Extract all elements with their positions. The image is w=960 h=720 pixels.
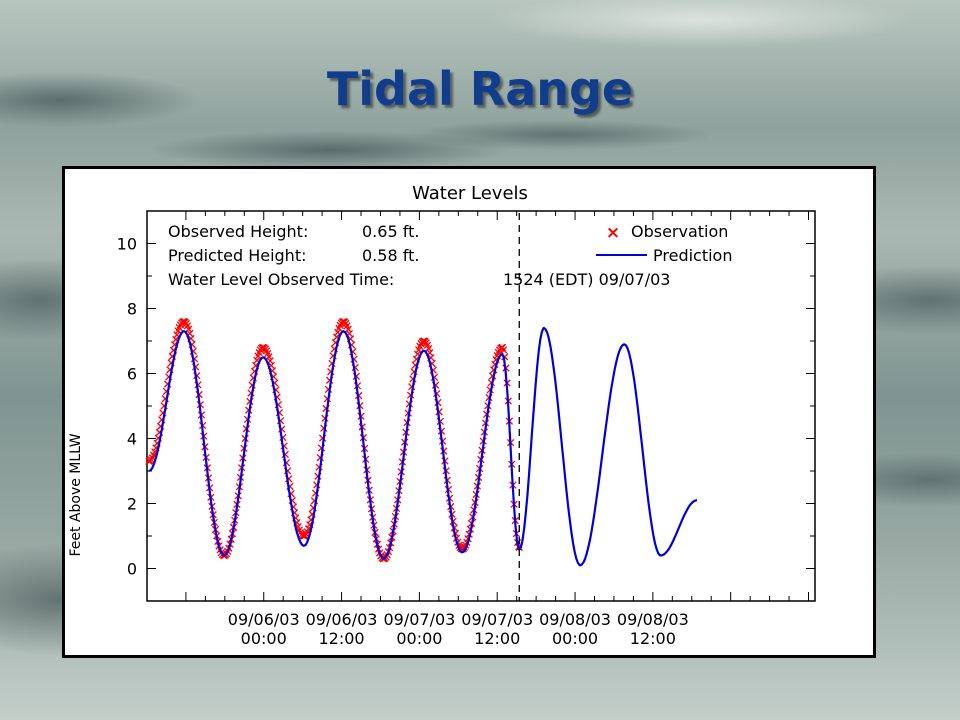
x-tick-label-date: 09/06/03 <box>228 610 300 629</box>
legend-observation-label: Observation <box>631 222 728 241</box>
info-observed-value: 0.65 ft. <box>362 222 419 241</box>
info-predicted-value: 0.58 ft. <box>362 246 419 265</box>
x-tick-label-time: 00:00 <box>241 629 287 648</box>
chart-frame: Water Levels Feet Above MLLW 0 2 4 6 8 10 09/… <box>62 166 876 658</box>
info-box: Observed Height: 0.65 ft. Predicted Heig… <box>168 222 670 289</box>
y-tick-label: 4 <box>127 430 137 449</box>
x-tick-label-date: 09/08/03 <box>617 610 689 629</box>
x-tick-label-time: 12:00 <box>630 629 676 648</box>
observation-point <box>424 344 433 353</box>
x-tick-label-time: 00:00 <box>552 629 598 648</box>
y-axis-label: Feet Above MLLW <box>68 433 84 556</box>
x-tick-label-time: 00:00 <box>396 629 442 648</box>
info-time-value: 1524 (EDT) 09/07/03 <box>503 270 670 289</box>
y-tick-label: 0 <box>127 560 137 579</box>
prediction-line <box>148 326 697 567</box>
info-time-label: Water Level Observed Time: <box>168 270 394 289</box>
y-tick-label: 8 <box>127 300 137 319</box>
x-tick-label-date: 09/07/03 <box>461 610 533 629</box>
legend-observation-marker: × <box>606 223 620 243</box>
legend: × Observation Prediction <box>596 222 732 265</box>
y-axis: 0 2 4 6 8 10 <box>117 235 815 579</box>
x-tick-label-time: 12:00 <box>319 629 365 648</box>
observation-point <box>344 325 352 333</box>
water-levels-chart: Water Levels Feet Above MLLW 0 2 4 6 8 10 09/… <box>68 183 816 648</box>
chart-title: Water Levels <box>412 183 528 204</box>
info-predicted-label: Predicted Height: <box>168 246 306 265</box>
x-tick-label-time: 12:00 <box>474 629 520 648</box>
observation-point <box>499 346 508 354</box>
y-tick-label: 2 <box>127 495 137 514</box>
page-title: Tidal Range <box>326 62 634 116</box>
y-tick-label: 10 <box>117 235 137 254</box>
y-tick-label: 6 <box>127 365 137 384</box>
observation-point <box>184 325 193 333</box>
x-axis: 09/06/0300:0009/06/0312:0009/07/0300:000… <box>185 211 810 648</box>
legend-prediction-label: Prediction <box>653 246 732 265</box>
x-tick-label-date: 09/07/03 <box>383 610 455 629</box>
x-tick-label-date: 09/08/03 <box>539 610 611 629</box>
info-observed-label: Observed Height: <box>168 222 308 241</box>
series-layer <box>145 317 697 567</box>
x-tick-label-date: 09/06/03 <box>306 610 378 629</box>
